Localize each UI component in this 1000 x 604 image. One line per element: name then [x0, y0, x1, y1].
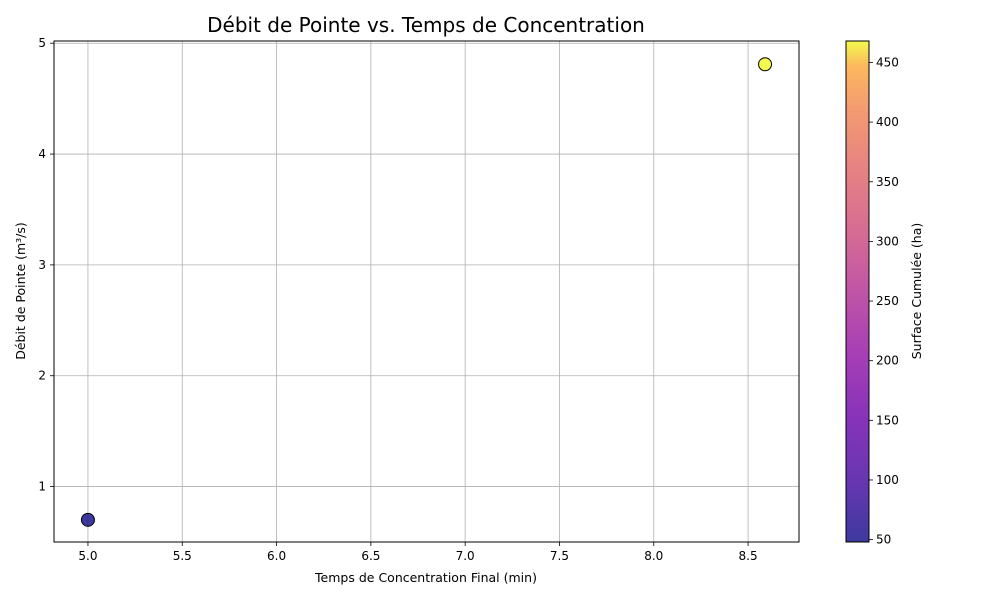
colorbar [845, 40, 870, 543]
x-tick-label: 6.0 [267, 549, 286, 563]
colorbar-tick-label: 450 [876, 55, 899, 69]
x-axis-label: Temps de Concentration Final (min) [314, 570, 537, 585]
y-axis-ticks: 1 2 3 4 5 [38, 36, 54, 494]
chart-title: Débit de Pointe vs. Temps de Concentrati… [207, 13, 645, 37]
y-tick-label: 5 [38, 36, 46, 50]
data-point [80, 512, 95, 527]
colorbar-tick-label: 200 [876, 354, 899, 368]
x-tick-label: 6.5 [361, 549, 380, 563]
x-tick-label: 7.0 [456, 549, 475, 563]
colorbar-tick-label: 300 [876, 234, 899, 248]
colorbar-ticks: 50 100 150 200 250 300 350 400 450 [869, 55, 899, 547]
y-tick-label: 2 [38, 369, 46, 383]
colorbar-tick-label: 400 [876, 115, 899, 129]
x-tick-label: 5.0 [78, 549, 97, 563]
x-axis-ticks: 5.0 5.5 6.0 6.5 7.0 7.5 8.0 8.5 [78, 542, 758, 563]
colorbar-tick-label: 50 [876, 533, 891, 547]
colorbar-tick-label: 350 [876, 175, 899, 189]
y-tick-label: 4 [38, 147, 46, 161]
plot-frame [53, 40, 800, 543]
colorbar-tick-label: 100 [876, 473, 899, 487]
y-tick-label: 1 [38, 480, 46, 494]
colorbar-tick-label: 150 [876, 413, 899, 427]
y-axis-label: Débit de Pointe (m³/s) [13, 222, 28, 360]
x-tick-label: 7.5 [550, 549, 569, 563]
colorbar-tick-label: 250 [876, 294, 899, 308]
colorbar-label: Surface Cumulée (ha) [909, 223, 924, 360]
x-tick-label: 5.5 [173, 549, 192, 563]
x-tick-label: 8.5 [739, 549, 758, 563]
y-tick-label: 3 [38, 258, 46, 272]
grid [54, 41, 799, 542]
x-tick-label: 8.0 [644, 549, 663, 563]
data-point [758, 57, 773, 72]
data-points [80, 57, 773, 527]
